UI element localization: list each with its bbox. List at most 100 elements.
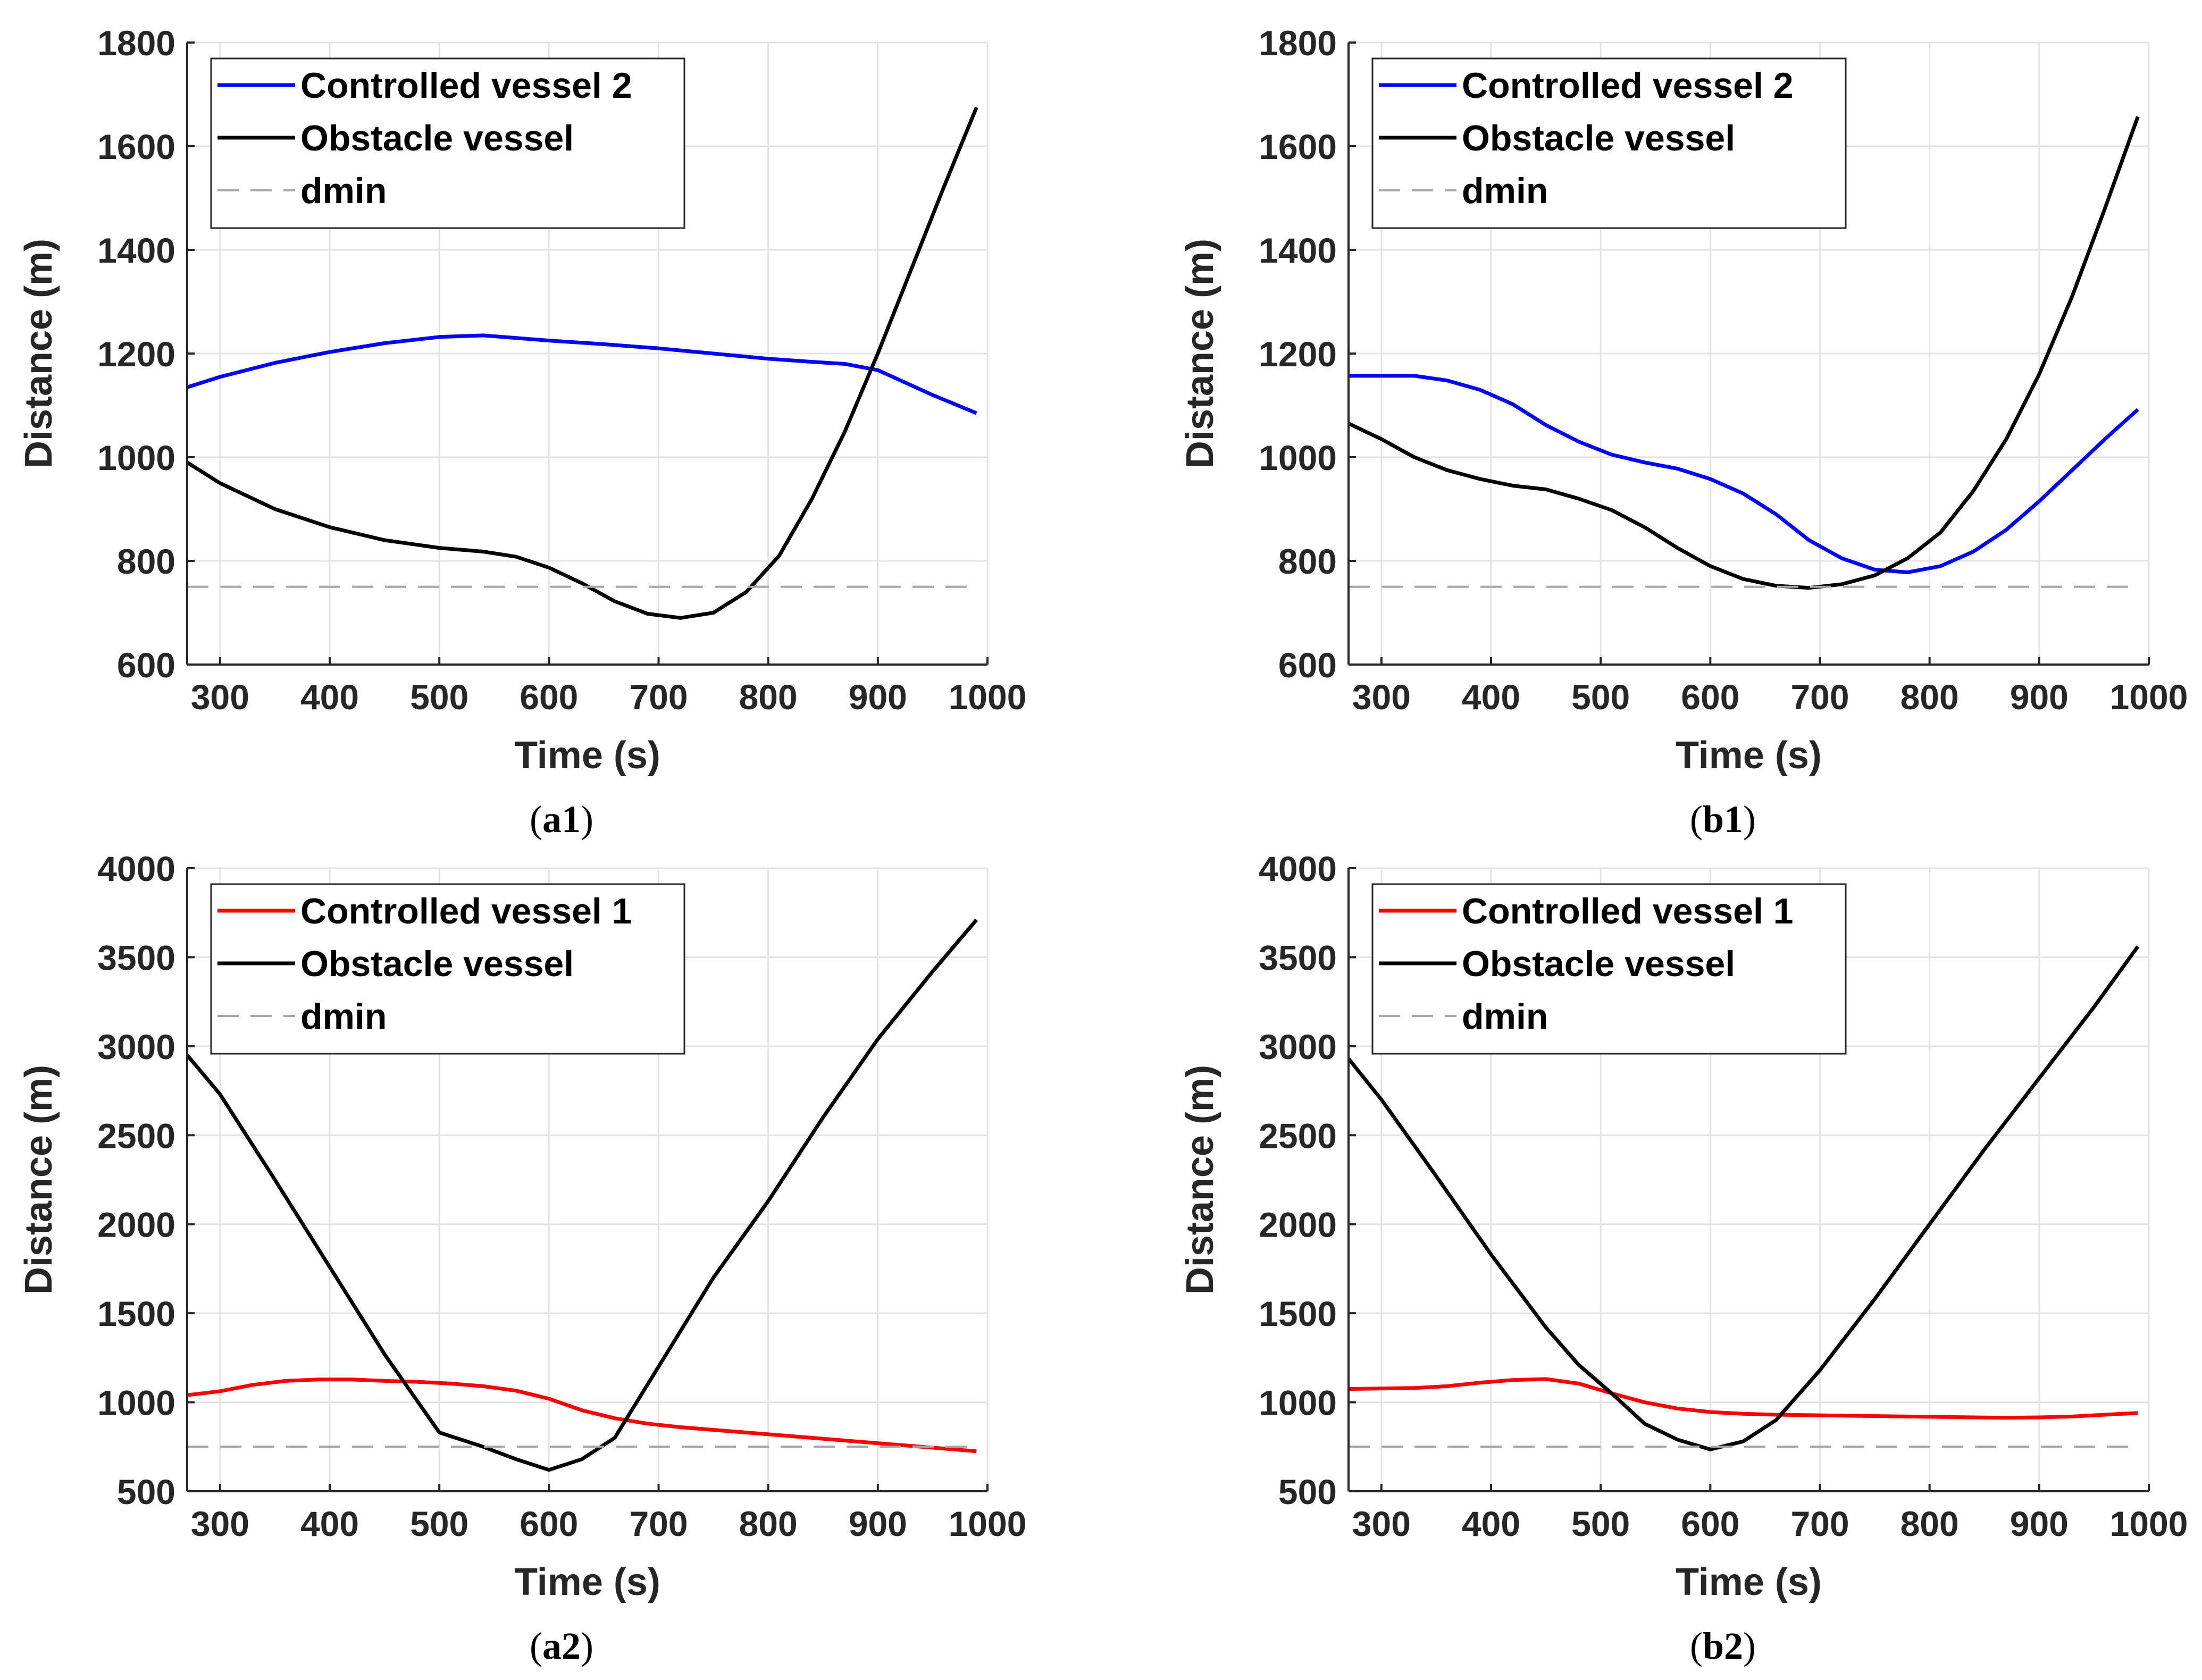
x-tick-label: 800: [1900, 677, 1959, 717]
y-tick-label: 1000: [97, 1383, 175, 1423]
x-tick-label: 300: [1352, 677, 1411, 717]
x-tick-label: 500: [1571, 677, 1630, 717]
caption-label: a1: [542, 798, 581, 841]
y-tick-label: 2000: [1259, 1205, 1337, 1245]
chart-panel-b1: 300 400 500 600 700 800 900 1000 600 800 1000 1200 1…: [1179, 23, 2188, 841]
y-axis-title: Distance (m): [18, 239, 60, 468]
legend-label: Obstacle vessel: [1462, 944, 1735, 984]
series-line-controlled-vessel-1: [187, 1377, 977, 1454]
x-tick-label: 1000: [2110, 1504, 2188, 1543]
x-tick-label: 800: [739, 1504, 798, 1543]
x-tick-label: 700: [1790, 677, 1849, 717]
caption-open: (: [1690, 798, 1703, 841]
chart-panel-a2: 300 400 500 600 700 800 900 1000 500 1000 1500 2000…: [18, 849, 1026, 1667]
y-axis-title: Distance (m): [1179, 1065, 1221, 1295]
y-tick-label: 1000: [1259, 438, 1337, 477]
caption-label: b2: [1703, 1625, 1743, 1667]
x-tick-label: 1000: [949, 677, 1027, 717]
x-tick-label: 900: [2010, 677, 2069, 717]
y-tick-label: 3000: [1259, 1027, 1337, 1066]
x-tick-label: 400: [1462, 677, 1520, 717]
y-tick-label: 1000: [97, 438, 175, 477]
x-tick-label: 900: [2010, 1504, 2069, 1543]
x-tick-label: 900: [849, 677, 907, 717]
caption-close: ): [581, 798, 593, 841]
y-axis-title: Distance (m): [18, 1065, 60, 1295]
series-line-obstacle-vessel: [1349, 116, 2140, 590]
y-tick-label: 800: [117, 542, 175, 581]
x-tick-label: 400: [300, 1504, 359, 1543]
legend: Controlled vessel 1 Obstacle vessel dmin: [210, 883, 685, 1055]
y-tick-label: 2000: [97, 1205, 175, 1245]
panel-caption: (a2): [530, 1625, 593, 1667]
legend-label: dmin: [300, 171, 387, 211]
y-tick-label: 800: [1278, 542, 1337, 581]
caption-label: a2: [542, 1625, 581, 1667]
y-tick-label: 1400: [1259, 231, 1337, 270]
x-axis-title: Time (s): [514, 1561, 660, 1603]
x-tick-label: 300: [1352, 1504, 1411, 1543]
legend-label: Controlled vessel 1: [1462, 891, 1794, 931]
x-tick-label: 400: [300, 677, 359, 717]
y-tick-label: 500: [117, 1472, 175, 1511]
x-axis-title: Time (s): [1676, 734, 1822, 777]
legend-label: dmin: [300, 996, 387, 1037]
caption-label: b1: [1703, 798, 1743, 841]
legend-label: Controlled vessel 2: [1462, 65, 1794, 106]
x-tick-label: 1000: [2110, 677, 2188, 717]
x-axis-title: Time (s): [1676, 1561, 1822, 1603]
y-tick-label: 1000: [1259, 1383, 1337, 1423]
caption-open: (: [530, 798, 542, 841]
y-tick-label: 4000: [1259, 849, 1337, 888]
panel-caption: (b2): [1690, 1625, 1756, 1667]
x-tick-label: 800: [1900, 1504, 1959, 1543]
x-tick-label: 600: [1681, 1504, 1739, 1543]
series-line-controlled-vessel-1: [1349, 1377, 2138, 1420]
x-tick-label: 700: [629, 1504, 688, 1543]
y-tick-label: 3500: [97, 938, 175, 977]
y-tick-label: 2500: [1259, 1116, 1337, 1155]
y-tick-label: 3500: [1259, 938, 1337, 977]
y-tick-label: 600: [1278, 645, 1337, 685]
legend-label: dmin: [1462, 996, 1548, 1037]
panel-caption: (a1): [530, 798, 593, 841]
legend-label: Controlled vessel 2: [300, 65, 632, 106]
legend: Controlled vessel 2 Obstacle vessel dmin: [1371, 57, 1847, 229]
series-line-controlled-vessel-2: [187, 333, 977, 415]
y-tick-label: 1600: [97, 127, 175, 166]
y-tick-label: 4000: [97, 849, 175, 888]
x-tick-label: 500: [410, 677, 468, 717]
legend: Controlled vessel 2 Obstacle vessel dmin: [210, 57, 685, 229]
panel-caption: (b1): [1690, 798, 1756, 841]
x-tick-label: 600: [520, 677, 578, 717]
caption-close: ): [1743, 1625, 1756, 1667]
x-tick-label: 300: [191, 1504, 249, 1543]
y-tick-label: 1600: [1259, 127, 1337, 166]
y-tick-label: 500: [1278, 1472, 1337, 1511]
x-tick-label: 700: [629, 677, 688, 717]
x-tick-label: 800: [739, 677, 798, 717]
y-tick-label: 1500: [97, 1294, 175, 1333]
caption-open: (: [1690, 1625, 1703, 1667]
x-tick-label: 500: [410, 1504, 468, 1543]
chart-panel-a1: 300 400 500 600 700 800 900 1000 600 800 1000 1200 1…: [18, 23, 1026, 841]
series-line-obstacle-vessel: [187, 106, 978, 620]
x-tick-label: 600: [520, 1504, 578, 1543]
y-tick-label: 1200: [1259, 334, 1337, 374]
legend-label: Obstacle vessel: [300, 118, 574, 158]
caption-close: ): [1743, 798, 1756, 841]
series-line-obstacle-vessel: [187, 918, 978, 1472]
legend-label: dmin: [1462, 171, 1548, 211]
x-tick-label: 300: [191, 677, 249, 717]
y-tick-label: 600: [117, 645, 175, 685]
x-tick-label: 400: [1462, 1504, 1520, 1543]
x-tick-label: 600: [1681, 677, 1739, 717]
caption-open: (: [530, 1625, 542, 1667]
legend-label: Controlled vessel 1: [300, 891, 632, 931]
y-tick-label: 2500: [97, 1116, 175, 1155]
legend-label: Obstacle vessel: [300, 944, 574, 984]
y-tick-label: 1400: [97, 231, 175, 270]
y-tick-label: 1800: [1259, 23, 1337, 63]
series-line-controlled-vessel-2: [1349, 374, 2139, 574]
